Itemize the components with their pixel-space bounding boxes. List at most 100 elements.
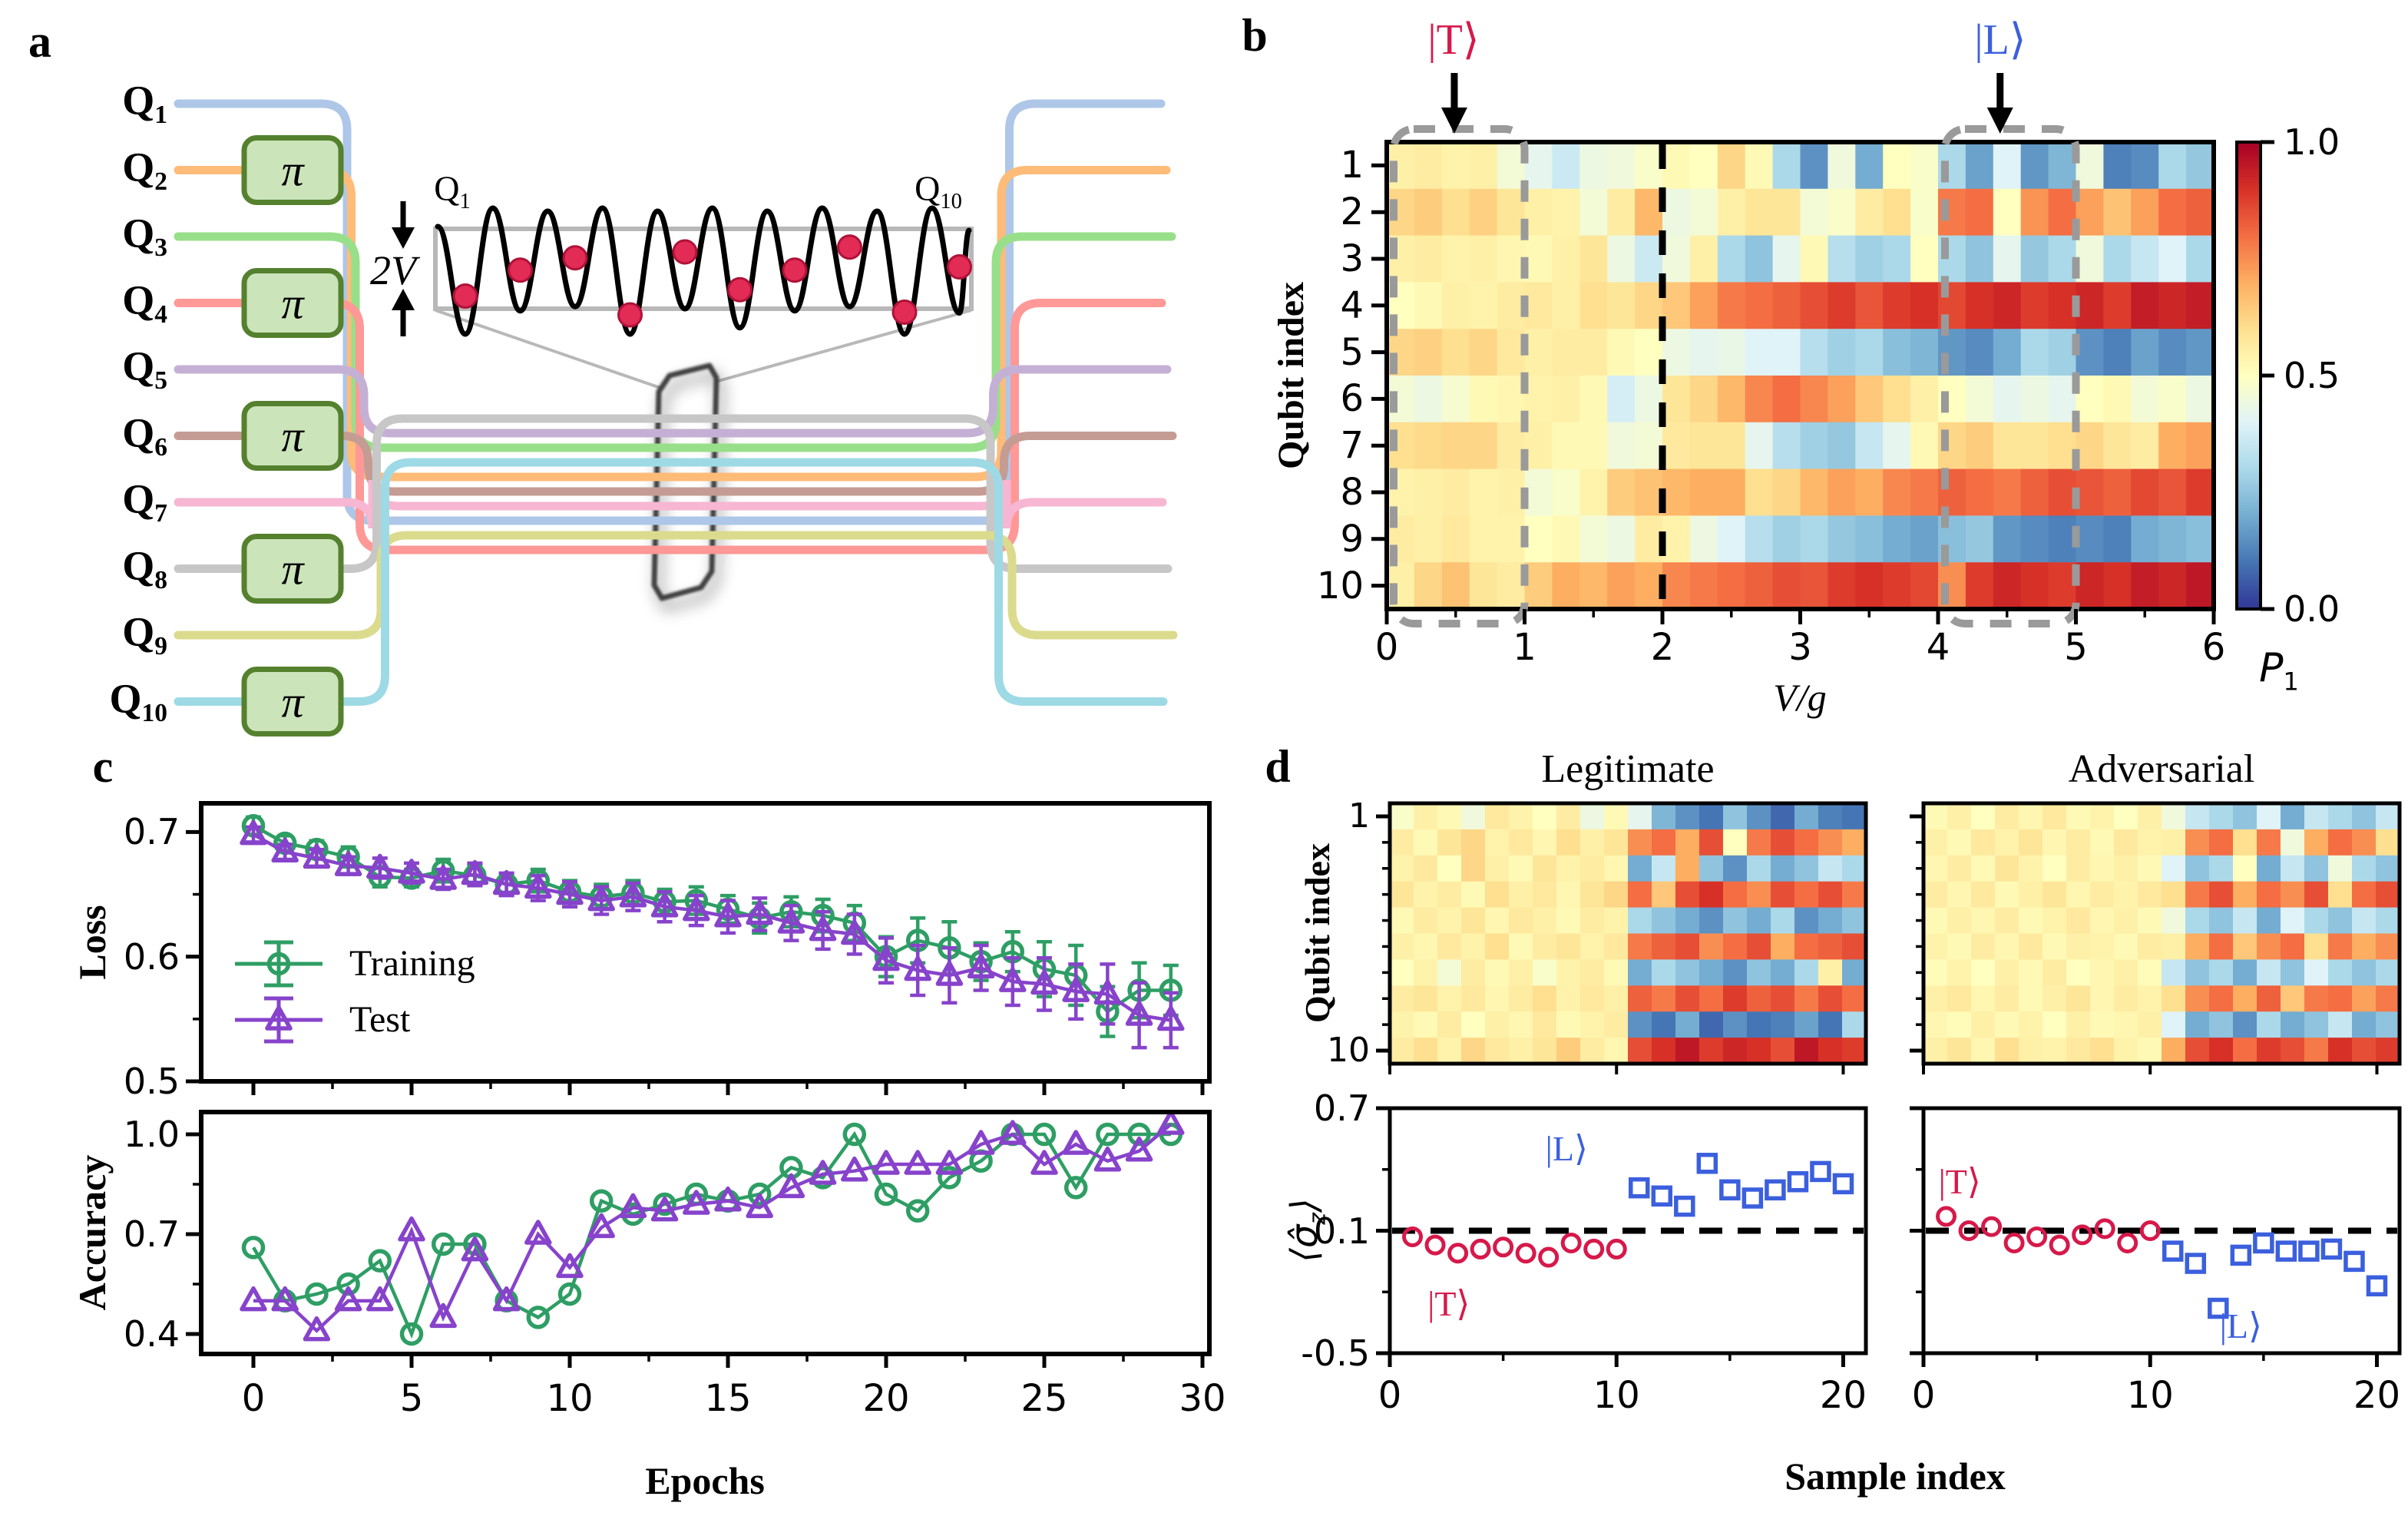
heatmap-cell-d [1971,933,1996,961]
heatmap-cell-b [1883,422,1911,470]
heatmap-cell-d [2233,803,2258,830]
heatmap-cell-b [1993,282,2022,329]
heatmap-cell-d [1818,907,1843,935]
qubit-wire-Q8 [174,414,1173,573]
heatmap-cell-b [1883,515,1911,563]
heatmap-cell-d [1699,959,1724,986]
heatmap-cell-d [1652,1011,1676,1038]
heatmap-cell-d [1628,1038,1652,1064]
qubit-wire-Q3 [174,232,1176,452]
heatmap-cell-d [1747,1011,1771,1038]
particle-dot [562,245,588,271]
heatmap-cell-b [1497,282,1526,329]
test-accuracy-marker [872,1150,900,1175]
heatmap-cell-b [2048,422,2077,470]
L-sample-point [1696,1153,1718,1174]
heatmap-cell-d [1509,907,1533,935]
test-loss-marker [650,892,679,918]
heatmap-cell-b [1579,376,1608,423]
heatmap-cell-d [1485,985,1510,1012]
test-accuracy-marker [619,1193,647,1219]
test-accuracy-marker [650,1196,679,1222]
heatmap-cell-d [1628,829,1652,856]
T-sample-point [2049,1234,2070,1256]
heatmap-cell-d [1947,933,1972,961]
heatmap-cell-d [2066,959,2091,986]
heatmap-cell-d [2281,959,2305,986]
heatmap-cell-b [1414,422,1443,470]
heatmap-cell-b [1965,562,1994,610]
pi-gate-symbol: π [281,677,305,727]
heatmap-cell-d [1723,881,1748,909]
test-accuracy-marker [1157,1110,1185,1135]
T-sample-point [1538,1246,1560,1268]
heatmap-cell-d [2138,829,2162,856]
L-sample-point [2275,1240,2297,1262]
heatmap-cell-b [1910,422,1939,470]
heatmap-cell-b [1414,329,1443,376]
heatmap-cell-d [1604,933,1629,961]
heatmap-cell-d [1580,829,1605,856]
heatmap-cell-d [2281,855,2305,882]
legend-test-marker [265,1005,293,1031]
heatmap-cell-b [1579,235,1608,283]
heatmap-cell-d [1485,855,1510,882]
heatmap-cell-d [1947,1038,1972,1064]
heatmap-cell-d [1923,855,1948,882]
heatmap-cell-b [1745,376,1774,423]
heatmap-cell-b [1497,188,1526,237]
heatmap-cell-d [1771,829,1795,856]
particle-dot [617,302,643,328]
heatmap-cell-d [2328,1038,2353,1064]
tick-label-b-y: 5 [1340,330,1364,374]
test-accuracy-marker [429,1303,457,1329]
test-loss-marker [1125,1001,1153,1026]
test-accuracy-marker [746,1193,773,1219]
heatmap-cell-b [1524,142,1553,190]
heatmap-cell-d [2090,907,2115,935]
heatmap-cell-d [1675,881,1700,909]
heatmap-cell-b [1828,468,1857,517]
heatmap-cell-b [1772,422,1801,470]
heatmap-cell-d [1437,985,1462,1012]
heatmap-cell-d [1509,803,1533,830]
heatmap-cell-b [1524,515,1553,563]
qubit-label-Q8: Q8 [122,541,167,594]
heatmap-cell-d [2066,907,2091,935]
heatmap-cell-b [2186,235,2214,283]
heatmap-cell-b [1855,422,1884,470]
qubit-wire-Q10 [174,458,1168,706]
tick-label-acc-y: 0.7 [123,1213,180,1256]
heatmap-cell-b [2076,422,2105,470]
heatmap-cell-b [2131,422,2159,470]
heatmap-cell-d [1842,985,1867,1012]
heatmap-cell-d [1461,1038,1486,1064]
heatmap-cell-d [2352,803,2377,830]
qubit-label-Q2: Q2 [122,143,167,196]
heatmap-cell-d [1414,881,1438,909]
heatmap-cell-d [2376,803,2400,830]
heatmap-cell-d [2019,1011,2043,1038]
heatmap-cell-b [1772,235,1801,283]
heatmap-cell-d [1437,933,1462,961]
heatmap-cell-b [1607,282,1636,329]
heatmap-cell-d [1390,1011,1414,1038]
heatmap-frame-adversarial [1921,801,2402,1066]
heatmap-cell-b [2103,562,2132,610]
tick-label-epochs: 30 [1179,1377,1226,1420]
qubit-wire-Q1 [174,99,1166,525]
heatmap-cell-d [2328,959,2353,986]
heatmap-cell-d [1723,1011,1748,1038]
tick-label-b-x: 3 [1788,626,1812,669]
heatmap-cell-d [2328,933,2353,961]
heatmap-cell-b [1441,515,1470,563]
heatmap-cell-d [1947,881,1972,909]
heatmap-cell-d [1533,1038,1557,1064]
heatmap-cell-b [1469,282,1498,329]
heatmap-cell-b [2048,468,2077,517]
heatmap-cell-d [1771,881,1795,909]
heatmap-cell-b [1441,188,1470,237]
heatmap-cell-d [2090,985,2115,1012]
heatmap-cell-b [1441,142,1470,190]
